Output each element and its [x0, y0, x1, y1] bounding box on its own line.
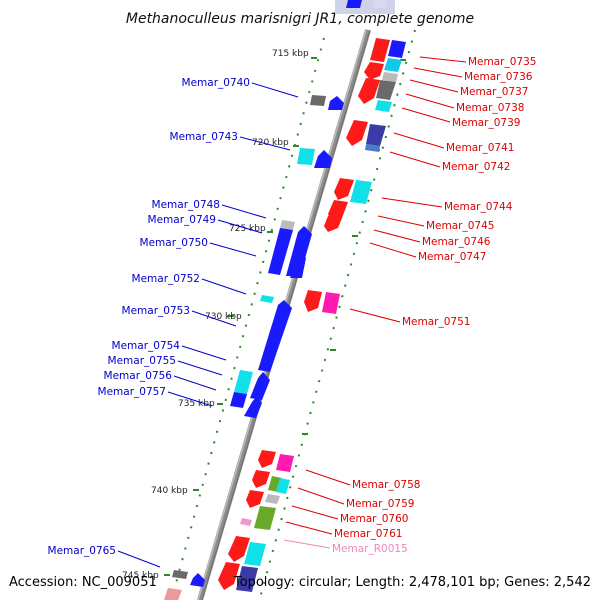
gene-block [310, 95, 326, 106]
gene-label[interactable]: Memar_0753 [122, 305, 190, 317]
gene-block [370, 38, 390, 62]
gene-label[interactable]: Memar_0743 [170, 131, 238, 143]
gene-block [234, 370, 253, 394]
gene-label[interactable]: Memar_0751 [402, 316, 470, 328]
gene-arrow [358, 78, 380, 104]
rna-leader-line [283, 539, 331, 549]
gene-block [276, 454, 294, 472]
gene-block [280, 220, 295, 230]
gene-label[interactable]: Memar_0737 [460, 86, 528, 98]
gene-block [350, 180, 372, 204]
gene-arrow [218, 562, 240, 590]
reverse-labels: Memar_0735 Memar_0736 Memar_0737 Memar_0… [332, 56, 536, 555]
gene-label[interactable]: Memar_0756 [104, 370, 173, 382]
gene-block [372, 0, 388, 8]
topology-text: Topology: circular; Length: 2,478,101 bp… [233, 575, 591, 590]
forward-labels: Memar_0740 Memar_0743 Memar_0748 Memar_0… [48, 77, 250, 557]
gene-label[interactable]: Memar_0739 [452, 117, 520, 129]
gene-arrow [228, 536, 250, 562]
gene-label[interactable]: Memar_0761 [334, 528, 402, 540]
gene-arrow [252, 470, 270, 488]
gene-block [172, 570, 188, 579]
gene-label[interactable]: Memar_0757 [98, 386, 166, 398]
gene-block [366, 124, 386, 146]
gene-block [164, 588, 182, 600]
gene-arrow [286, 226, 312, 276]
right-track-dashes [302, 59, 406, 435]
gene-arrow [324, 216, 342, 232]
gene-label[interactable]: Memar_0746 [422, 236, 491, 248]
gene-label[interactable]: Memar_0736 [464, 71, 533, 83]
gene-label[interactable]: Memar_0752 [132, 273, 200, 285]
tick-label: 740 kbp [151, 486, 188, 496]
gene-label[interactable]: Memar_0742 [442, 161, 510, 173]
gene-label[interactable]: Memar_0738 [456, 102, 524, 114]
tick-label: 715 kbp [272, 49, 309, 59]
gene-block [388, 40, 406, 58]
gene-arrow [258, 300, 292, 372]
gene-label[interactable]: Memar_0758 [352, 479, 420, 491]
gene-block [382, 72, 398, 82]
gene-block [375, 100, 392, 112]
gene-block [236, 566, 258, 592]
gene-block [322, 292, 340, 314]
gene-block [276, 478, 290, 494]
gene-arrow [346, 120, 368, 146]
gene-block [244, 542, 266, 566]
gene-arrow [258, 450, 276, 468]
gene-block [240, 518, 252, 526]
gene-block [376, 80, 396, 100]
gene-arrow [304, 290, 322, 312]
gene-block [346, 0, 362, 8]
gene-block [268, 228, 293, 275]
gene-block [265, 494, 280, 504]
gene-label[interactable]: Memar_0744 [444, 201, 513, 213]
map-title: Methanoculleus marisnigri JR1, complete … [126, 11, 474, 27]
gene-label[interactable]: Memar_0747 [418, 251, 486, 263]
gene-label[interactable]: Memar_0754 [112, 340, 181, 352]
tick-label: 745 kbp [122, 571, 159, 581]
tick-label: 735 kbp [178, 399, 215, 409]
gene-arrow [250, 372, 270, 400]
accession-text: Accession: NC_009051 [9, 575, 157, 590]
gene-block [254, 506, 276, 530]
tick-label: 730 kbp [205, 312, 242, 322]
gene-label[interactable]: Memar_0760 [340, 513, 408, 525]
reverse-genes [218, 0, 406, 592]
gene-label[interactable]: Memar_0755 [108, 355, 176, 367]
gene-block [297, 148, 315, 165]
gene-label[interactable]: Memar_0759 [346, 498, 414, 510]
gene-label[interactable]: Memar_0735 [468, 56, 536, 68]
gene-block [365, 144, 380, 152]
tick-label: 720 kbp [252, 138, 289, 148]
forward-genes [164, 0, 362, 600]
gene-block [230, 392, 247, 408]
gene-arrow [244, 396, 262, 418]
tick-marks [164, 57, 317, 576]
gene-label[interactable]: Memar_0740 [182, 77, 250, 89]
gene-label[interactable]: Memar_0748 [152, 199, 220, 211]
gene-label[interactable]: Memar_0741 [446, 142, 514, 154]
gene-arrow [290, 252, 306, 278]
gene-arrow [334, 178, 354, 200]
right-leader-lines [285, 56, 467, 535]
gene-label[interactable]: Memar_0750 [140, 237, 208, 249]
gene-label[interactable]: Memar_0749 [148, 214, 216, 226]
gene-label[interactable]: Memar_0745 [426, 220, 494, 232]
gene-block [384, 58, 402, 72]
gene-arrow [364, 62, 384, 80]
gene-label-rna[interactable]: Memar_R0015 [332, 543, 408, 555]
left-leader-lines [117, 82, 299, 568]
gene-arrow [246, 490, 264, 508]
gene-block [260, 295, 274, 303]
gene-arrow [314, 150, 332, 168]
gene-label[interactable]: Memar_0765 [48, 545, 116, 557]
gene-arrow [190, 573, 205, 587]
gene-arrow [328, 96, 344, 110]
